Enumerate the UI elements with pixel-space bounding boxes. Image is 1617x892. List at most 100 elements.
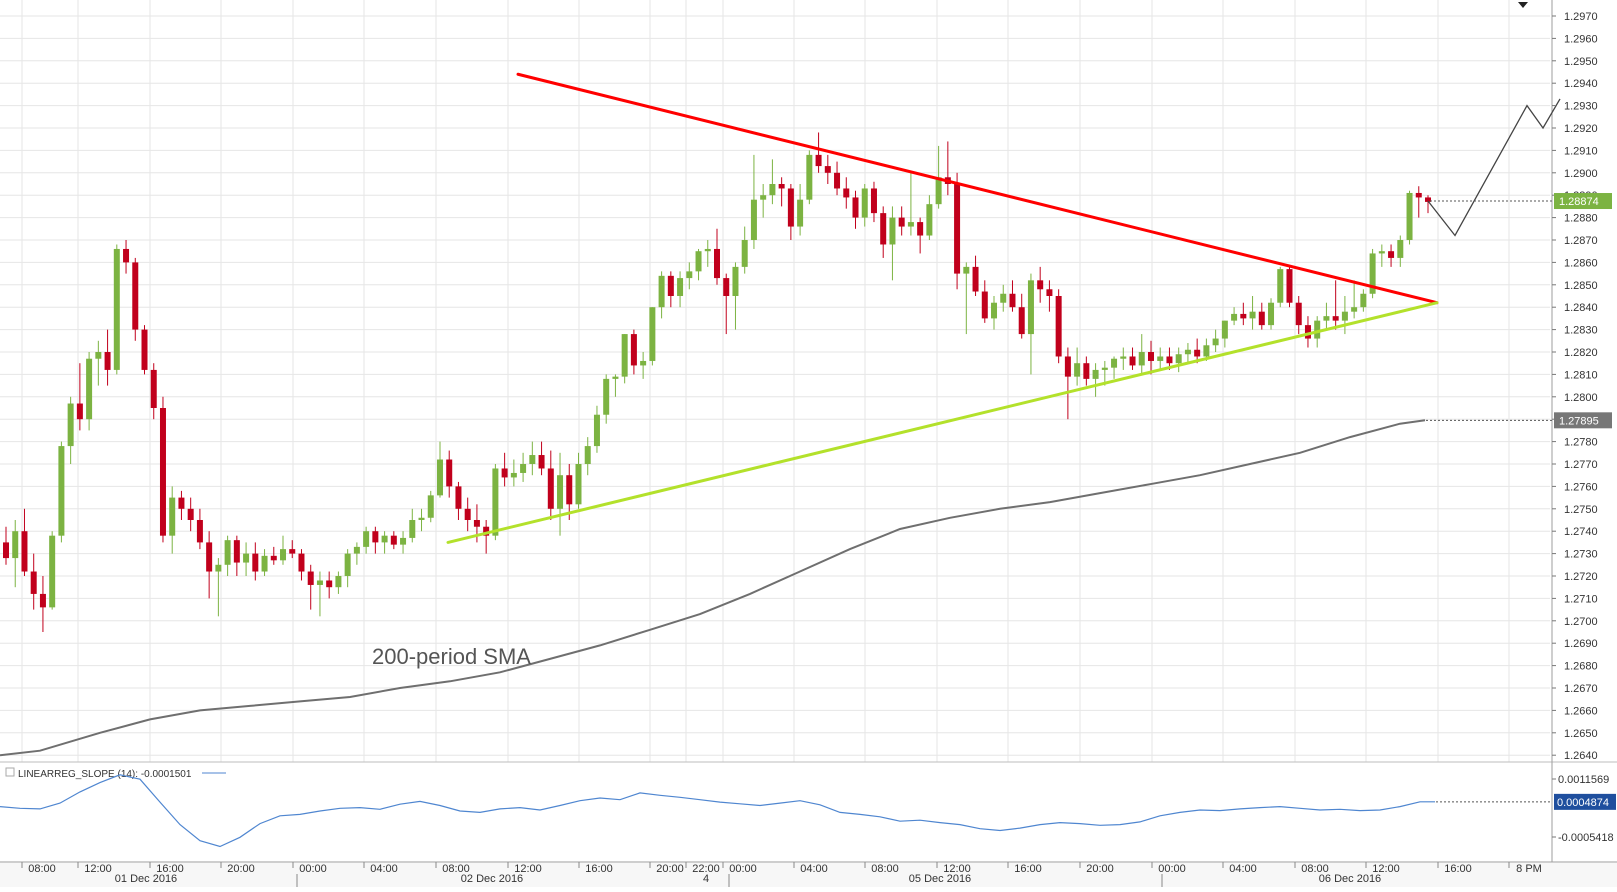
- candle-body: [1378, 251, 1385, 254]
- candle-body: [917, 222, 924, 236]
- candle-body: [954, 184, 961, 274]
- candle-body: [843, 188, 850, 198]
- candle-bearish: [196, 508, 203, 550]
- candle-body: [538, 455, 545, 469]
- x-tick-label: 16:00: [1444, 863, 1472, 875]
- y-tick-label: 1.2670: [1564, 683, 1598, 695]
- candle-bearish: [1425, 195, 1431, 214]
- candle-body: [67, 403, 74, 447]
- candle-body: [630, 334, 637, 366]
- candle-body: [1074, 363, 1081, 377]
- candle-body: [603, 378, 610, 415]
- candle-bullish: [86, 352, 93, 431]
- x-tick-label: 8 PM: [1516, 863, 1542, 875]
- candle-bearish: [723, 273, 730, 335]
- candle-bullish: [603, 374, 610, 424]
- candle-body: [686, 271, 693, 279]
- candle-body: [1129, 356, 1136, 366]
- candle-bullish: [215, 558, 222, 617]
- support-trendline[interactable]: [446, 301, 1439, 544]
- candle-bullish: [529, 441, 536, 476]
- candle-body: [566, 475, 573, 505]
- candle-body: [723, 278, 730, 296]
- candle-body: [1212, 338, 1219, 346]
- candle-bullish: [1212, 329, 1219, 352]
- candle-bearish: [464, 497, 471, 532]
- y-tick-label: 1.2850: [1564, 280, 1598, 292]
- y-tick-label: 1.2930: [1564, 101, 1598, 113]
- candle-bullish: [769, 159, 776, 205]
- candle-body: [307, 571, 314, 585]
- candle-bearish: [326, 571, 333, 599]
- date-label: 05 Dec 2016: [909, 873, 971, 885]
- candle-bearish: [123, 240, 130, 274]
- projection-path[interactable]: [1427, 98, 1561, 237]
- candle-body: [1194, 349, 1201, 357]
- candle-body: [141, 329, 148, 370]
- candle-bullish: [1231, 307, 1238, 326]
- y-tick-label: 1.2700: [1564, 616, 1598, 628]
- candle-body: [704, 248, 711, 252]
- candle-body: [1351, 307, 1358, 312]
- candle-body: [991, 302, 998, 319]
- candle-body: [1249, 311, 1256, 319]
- y-tick-label: 1.2680: [1564, 661, 1598, 673]
- candle-body: [815, 154, 822, 167]
- candle-bearish: [824, 154, 831, 184]
- candle-body: [1018, 307, 1025, 335]
- x-tick-label: 20:00: [227, 863, 255, 875]
- candle-bullish: [649, 307, 656, 366]
- candle-bullish: [963, 262, 970, 335]
- x-tick-label: 20:00: [656, 863, 684, 875]
- candle-body: [3, 542, 9, 559]
- candle-body: [972, 266, 979, 292]
- candle-body: [446, 459, 453, 487]
- candle-bearish: [1240, 302, 1247, 326]
- candle-body: [1258, 311, 1265, 326]
- candle-bullish: [1406, 190, 1413, 245]
- candle-body: [501, 468, 508, 478]
- candle-bullish: [243, 542, 250, 576]
- resistance-trendline[interactable]: [516, 72, 1439, 305]
- indicator-legend[interactable]: LINEARREG_SLOPE (14): -0.0001501: [5, 767, 226, 780]
- x-tick-label: 16:00: [1014, 863, 1042, 875]
- candle-body: [12, 531, 19, 559]
- candle-bullish: [520, 452, 527, 482]
- candle-body: [1332, 316, 1339, 321]
- date-label: 02 Dec 2016: [461, 873, 523, 885]
- candle-bullish: [169, 486, 176, 554]
- candle-bullish: [1378, 244, 1385, 267]
- candle-body: [400, 537, 407, 545]
- candle-body: [1000, 293, 1007, 303]
- candle-bullish: [1341, 296, 1348, 335]
- x-tick-label: 08:00: [28, 863, 56, 875]
- dropdown-arrow-icon[interactable]: [1516, 0, 1530, 10]
- candle-body: [834, 172, 841, 189]
- candle-body: [1221, 320, 1228, 339]
- candle-body: [1360, 293, 1367, 308]
- candle-body: [806, 154, 813, 200]
- legend-checkbox-icon[interactable]: [5, 767, 15, 777]
- y-tick-label: 1.2950: [1564, 56, 1598, 68]
- y-tick-label: 1.2830: [1564, 325, 1598, 337]
- candle-body: [298, 553, 305, 572]
- candle-bullish: [658, 271, 665, 319]
- candle-body: [196, 520, 203, 543]
- y-tick-label: 1.2770: [1564, 459, 1598, 471]
- candle-body: [861, 188, 868, 218]
- candle-body: [750, 199, 757, 240]
- candle-body: [547, 468, 554, 509]
- candle-body: [649, 307, 656, 361]
- candle-bearish: [501, 452, 508, 487]
- candle-body: [418, 517, 425, 520]
- y-tick-label: 1.2760: [1564, 481, 1598, 493]
- price-label: 1.28874: [1559, 196, 1599, 208]
- y-tick-label: 1.2820: [1564, 347, 1598, 359]
- candle-bullish: [806, 150, 813, 205]
- candle-body: [1314, 320, 1321, 339]
- y-tick-label: 1.2940: [1564, 78, 1598, 90]
- y-tick-label: 1.2960: [1564, 33, 1598, 45]
- y-tick-label: 1.2780: [1564, 437, 1598, 449]
